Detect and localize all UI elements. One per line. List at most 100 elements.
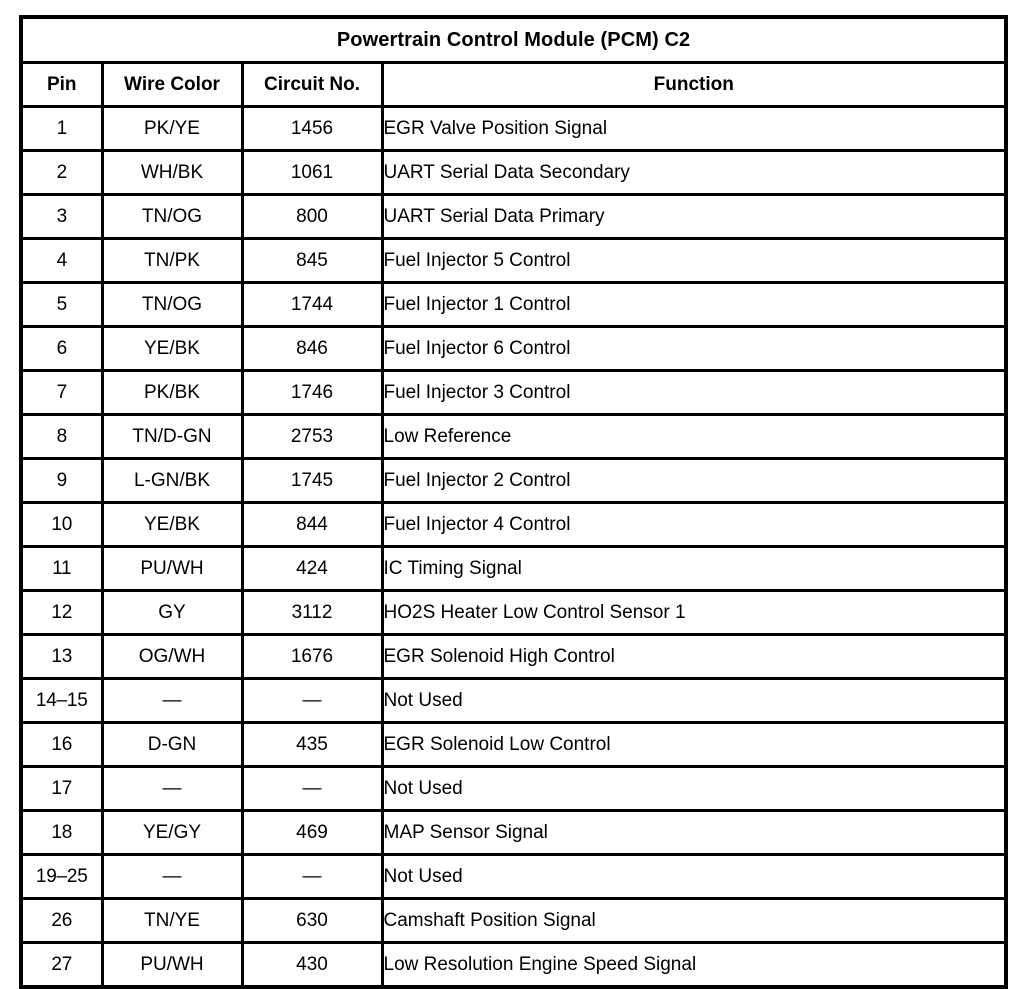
cell-color: L-GN/BK [100, 457, 244, 504]
cell-color: TN/OG [100, 193, 244, 240]
cell-color: — [100, 765, 244, 812]
cell-function: Not Used [380, 853, 1008, 900]
column-header-function: Function [380, 61, 1008, 108]
table-head: Powertrain Control Module (PCM) C2 Pin W… [19, 15, 1008, 108]
cell-function: UART Serial Data Secondary [380, 149, 1008, 196]
cell-circuit: 846 [240, 325, 384, 372]
cell-color: OG/WH [100, 633, 244, 680]
table-row: 16 D-GN 435 EGR Solenoid Low Control [19, 721, 1008, 768]
cell-function: Not Used [380, 765, 1008, 812]
cell-color: TN/OG [100, 281, 244, 328]
cell-color: YE/BK [100, 325, 244, 372]
cell-circuit: 424 [240, 545, 384, 592]
page-root: Powertrain Control Module (PCM) C2 Pin W… [19, 15, 1009, 989]
cell-pin: 27 [19, 941, 104, 989]
cell-function: EGR Valve Position Signal [380, 105, 1008, 152]
cell-function: Fuel Injector 3 Control [380, 369, 1008, 416]
cell-circuit: 630 [240, 897, 384, 944]
cell-circuit: 845 [240, 237, 384, 284]
cell-circuit: 2753 [240, 413, 384, 460]
table-title-row: Powertrain Control Module (PCM) C2 [19, 15, 1008, 64]
table-row: 12 GY 3112 HO2S Heater Low Control Sensor 1 [19, 589, 1008, 636]
cell-function: Not Used [380, 677, 1008, 724]
cell-pin: 14–15 [19, 677, 104, 724]
cell-function: HO2S Heater Low Control Sensor 1 [380, 589, 1008, 636]
cell-pin: 12 [19, 589, 104, 636]
cell-pin: 1 [19, 105, 104, 152]
cell-function: Fuel Injector 5 Control [380, 237, 1008, 284]
cell-pin: 4 [19, 237, 104, 284]
cell-circuit: — [240, 677, 384, 724]
cell-color: PK/BK [100, 369, 244, 416]
cell-circuit: 1745 [240, 457, 384, 504]
cell-color: D-GN [100, 721, 244, 768]
cell-pin: 8 [19, 413, 104, 460]
column-header-color: Wire Color [100, 61, 244, 108]
cell-circuit: 1746 [240, 369, 384, 416]
table-title: Powertrain Control Module (PCM) C2 [19, 15, 1008, 64]
cell-function: Low Resolution Engine Speed Signal [380, 941, 1008, 989]
cell-pin: 9 [19, 457, 104, 504]
table-row: 18 YE/GY 469 MAP Sensor Signal [19, 809, 1008, 856]
cell-function: EGR Solenoid Low Control [380, 721, 1008, 768]
table-row: 3 TN/OG 800 UART Serial Data Primary [19, 193, 1008, 240]
cell-circuit: — [240, 853, 384, 900]
cell-circuit: — [240, 765, 384, 812]
table-row: 8 TN/D-GN 2753 Low Reference [19, 413, 1008, 460]
cell-circuit: 469 [240, 809, 384, 856]
cell-color: GY [100, 589, 244, 636]
cell-function: Fuel Injector 6 Control [380, 325, 1008, 372]
cell-pin: 17 [19, 765, 104, 812]
cell-color: PU/WH [100, 545, 244, 592]
table-row: 27 PU/WH 430 Low Resolution Engine Speed Si… [19, 941, 1008, 989]
cell-circuit: 844 [240, 501, 384, 548]
cell-color: — [100, 853, 244, 900]
table-row: 2 WH/BK 1061 UART Serial Data Secondary [19, 149, 1008, 196]
cell-circuit: 1456 [240, 105, 384, 152]
cell-color: YE/BK [100, 501, 244, 548]
cell-function: Fuel Injector 2 Control [380, 457, 1008, 504]
table-row: 17— — Not Used [19, 765, 1008, 812]
table-row: 11 PU/WH 424 IC Timing Signal [19, 545, 1008, 592]
cell-color: PU/WH [100, 941, 244, 989]
cell-color: WH/BK [100, 149, 244, 196]
table-row: 26 TN/YE 630 Camshaft Position Signal [19, 897, 1008, 944]
pcm-c2-pinout-table: Powertrain Control Module (PCM) C2 Pin W… [19, 15, 1009, 989]
cell-color: — [100, 677, 244, 724]
cell-circuit: 3112 [240, 589, 384, 636]
cell-function: IC Timing Signal [380, 545, 1008, 592]
cell-color: TN/PK [100, 237, 244, 284]
cell-pin: 5 [19, 281, 104, 328]
cell-pin: 13 [19, 633, 104, 680]
column-header-pin: Pin [19, 61, 104, 108]
cell-color: TN/D-GN [100, 413, 244, 460]
table-row: 1 PK/YE 1456 EGR Valve Position Signal [19, 105, 1008, 152]
cell-pin: 26 [19, 897, 104, 944]
cell-pin: 16 [19, 721, 104, 768]
cell-function: MAP Sensor Signal [380, 809, 1008, 856]
table-row: 6 YE/BK 846 Fuel Injector 6 Control [19, 325, 1008, 372]
cell-pin: 3 [19, 193, 104, 240]
cell-pin: 2 [19, 149, 104, 196]
cell-pin: 6 [19, 325, 104, 372]
cell-pin: 7 [19, 369, 104, 416]
cell-function: Fuel Injector 1 Control [380, 281, 1008, 328]
table-row: 13 OG/WH 1676 EGR Solenoid High Control [19, 633, 1008, 680]
cell-circuit: 430 [240, 941, 384, 989]
table-row: 10 YE/BK 844 Fuel Injector 4 Control [19, 501, 1008, 548]
cell-circuit: 800 [240, 193, 384, 240]
cell-function: Low Reference [380, 413, 1008, 460]
table-row: 9 L-GN/BK 1745 Fuel Injector 2 Control [19, 457, 1008, 504]
cell-circuit: 1676 [240, 633, 384, 680]
table-row: 5 TN/OG 1744 Fuel Injector 1 Control [19, 281, 1008, 328]
table-row: 14–15— — Not Used [19, 677, 1008, 724]
cell-color: PK/YE [100, 105, 244, 152]
table-body: 1 PK/YE 1456 EGR Valve Position Signal 2 WH/B… [19, 105, 1008, 989]
cell-pin: 11 [19, 545, 104, 592]
table-header-row: Pin Wire Color Circuit No. Function [19, 61, 1008, 108]
cell-pin: 18 [19, 809, 104, 856]
cell-function: Fuel Injector 4 Control [380, 501, 1008, 548]
table-row: 7 PK/BK 1746 Fuel Injector 3 Control [19, 369, 1008, 416]
cell-circuit: 1061 [240, 149, 384, 196]
cell-pin: 10 [19, 501, 104, 548]
